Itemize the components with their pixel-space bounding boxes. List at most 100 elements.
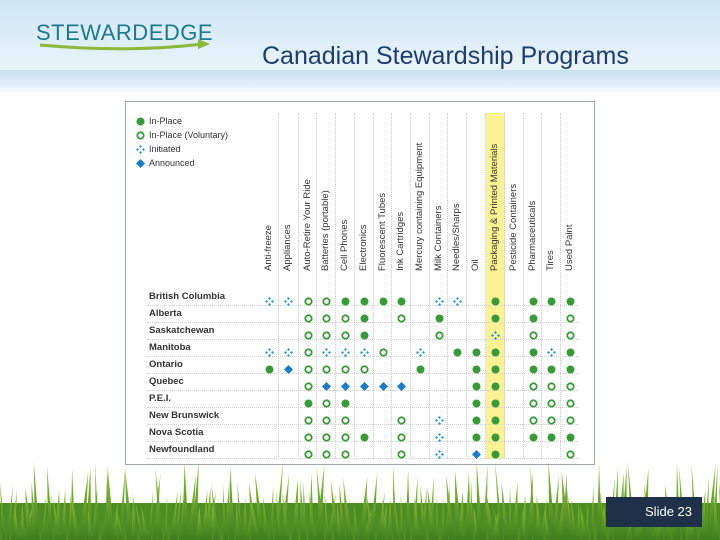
status-full-icon (397, 293, 406, 306)
status-full-icon (472, 361, 481, 374)
status-ring-icon (304, 344, 313, 357)
status-full-icon (491, 378, 500, 391)
status-ring-icon (322, 293, 331, 306)
province-label: Newfoundland (149, 444, 215, 455)
legend-label: In-Place (149, 116, 183, 126)
status-cross-icon (491, 327, 500, 340)
table-row: Nova Scotia (147, 425, 579, 442)
row-divider (147, 305, 579, 306)
status-ring-icon (529, 412, 538, 425)
status-ring-icon (341, 446, 350, 459)
status-cross-icon (322, 344, 331, 357)
status-full-icon (304, 395, 313, 408)
status-full-icon (491, 293, 500, 306)
column-divider (429, 113, 430, 459)
row-divider (147, 390, 579, 391)
status-full-icon (547, 361, 556, 374)
status-ring-icon (547, 412, 556, 425)
status-ring-icon (397, 412, 406, 425)
status-full-icon (491, 344, 500, 357)
province-label: Nova Scotia (149, 427, 204, 438)
status-cross-icon (341, 344, 350, 357)
column-divider (391, 113, 392, 459)
legend: In-Place In-Place (Voluntary) Initiated Ann… (136, 114, 228, 170)
status-full-icon (379, 293, 388, 306)
column-header: Needles/Sharps (451, 203, 462, 271)
column-divider (560, 113, 561, 459)
status-full-icon (491, 361, 500, 374)
status-ring-icon (322, 412, 331, 425)
slide-number-badge: Slide 23 (606, 497, 702, 527)
status-ring-icon (322, 446, 331, 459)
status-ring-icon (304, 361, 313, 374)
legend-item-cross: Initiated (136, 142, 228, 156)
column-divider (316, 113, 317, 459)
status-cross-icon (284, 293, 293, 306)
status-ring-icon (322, 310, 331, 323)
status-ring-icon (566, 395, 575, 408)
status-cross-icon (435, 412, 444, 425)
status-full-icon (491, 412, 500, 425)
row-divider (147, 322, 579, 323)
status-ring-icon (304, 327, 313, 340)
header-band (0, 70, 720, 88)
status-full-icon (341, 395, 350, 408)
status-full-icon (472, 429, 481, 442)
province-label: Saskatchewan (149, 325, 215, 336)
legend-item-diamond: Announced (136, 156, 228, 170)
status-cross-icon (435, 293, 444, 306)
province-label: Manitoba (149, 342, 191, 353)
legend-item-full: In-Place (136, 114, 228, 128)
column-divider (335, 113, 336, 459)
column-header: Mercury containing Equipment (414, 142, 425, 271)
row-divider (147, 424, 579, 425)
legend-label: Initiated (149, 144, 181, 154)
status-full-icon (566, 293, 575, 306)
province-label: P.E.I. (149, 393, 172, 404)
row-divider (147, 407, 579, 408)
column-divider (373, 113, 374, 459)
column-divider (447, 113, 448, 459)
status-full-icon (491, 446, 500, 459)
status-full-icon (547, 293, 556, 306)
status-full-icon (529, 361, 538, 374)
province-label: New Brunswick (149, 410, 220, 421)
column-header: Milk Containers (433, 205, 444, 271)
table-row: New Brunswick (147, 408, 579, 425)
status-full-icon (491, 429, 500, 442)
status-full-icon (491, 310, 500, 323)
column-header: Appliances (282, 224, 293, 271)
status-full-icon (472, 378, 481, 391)
row-divider (147, 458, 579, 459)
status-ring-icon (341, 412, 350, 425)
legend-diamond-icon (136, 158, 145, 168)
table-row: Ontario (147, 357, 579, 374)
slide-title: Canadian Stewardship Programs (262, 42, 629, 70)
status-diamond-icon (284, 361, 293, 374)
table-row: Newfoundland (147, 442, 579, 459)
status-ring-icon (304, 310, 313, 323)
status-ring-icon (322, 429, 331, 442)
status-ring-icon (341, 310, 350, 323)
status-ring-icon (435, 327, 444, 340)
column-divider (410, 113, 411, 459)
status-full-icon (472, 344, 481, 357)
province-label: British Columbia (149, 291, 226, 302)
status-ring-icon (529, 378, 538, 391)
status-full-icon (529, 310, 538, 323)
column-divider (485, 113, 486, 459)
status-full-icon (547, 429, 556, 442)
table-row: Saskatchewan (147, 323, 579, 340)
status-full-icon (360, 327, 369, 340)
stewardedge-logo: STEWARDEDGE (36, 20, 213, 51)
status-ring-icon (547, 395, 556, 408)
status-cross-icon (453, 293, 462, 306)
legend-label: In-Place (Voluntary) (149, 130, 229, 140)
province-label: Ontario (149, 359, 183, 370)
status-full-icon (360, 293, 369, 306)
status-full-icon (566, 361, 575, 374)
province-label: Quebec (149, 376, 184, 387)
status-diamond-icon (379, 378, 388, 391)
status-ring-icon (566, 310, 575, 323)
status-ring-icon (566, 412, 575, 425)
